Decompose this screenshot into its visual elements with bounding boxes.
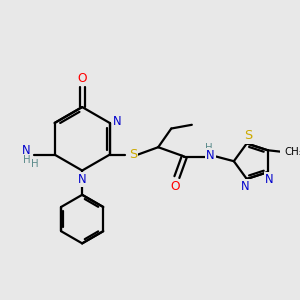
Text: N: N [265, 173, 274, 186]
Text: H: H [23, 155, 31, 165]
Text: CH₃: CH₃ [284, 147, 300, 157]
Text: O: O [77, 72, 87, 85]
Text: N: N [241, 180, 249, 193]
Text: H: H [31, 159, 39, 169]
Text: H: H [205, 143, 212, 153]
Text: N: N [78, 173, 86, 186]
Text: N: N [22, 144, 31, 158]
Text: S: S [129, 148, 137, 161]
Text: O: O [170, 180, 180, 193]
Text: S: S [244, 130, 253, 142]
Text: N: N [206, 149, 215, 162]
Text: N: N [113, 115, 122, 128]
